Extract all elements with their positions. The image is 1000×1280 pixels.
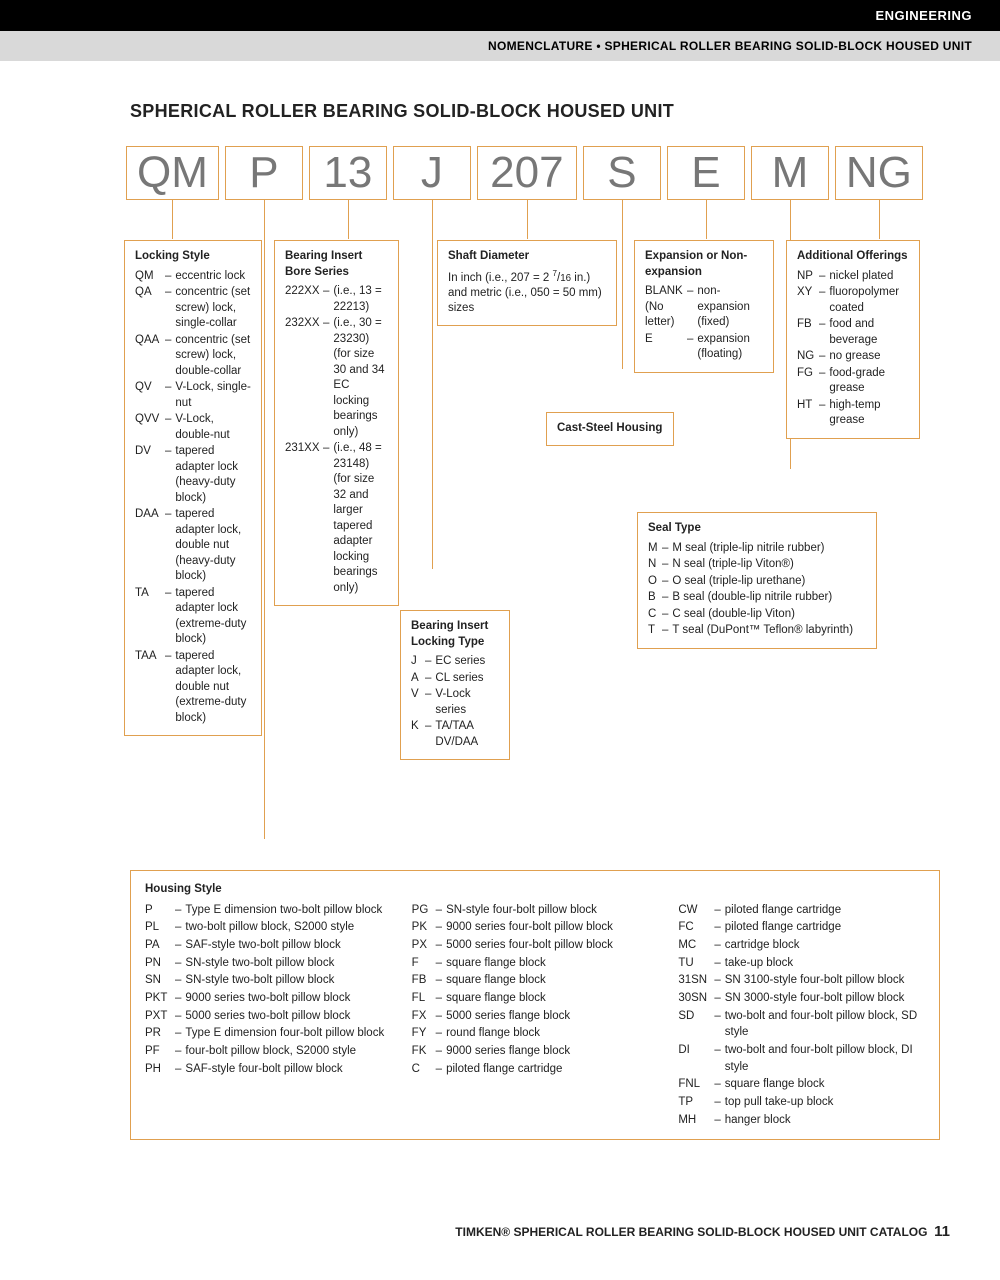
definition-row: FL–square flange block: [412, 990, 659, 1007]
definition-row: QVV–V-Lock, double-nut: [135, 412, 251, 443]
bore-series-box: Bearing Insert Bore Series 222XX–(i.e., …: [274, 240, 399, 606]
expansion-header: Expansion or Non-expansion: [645, 249, 763, 280]
engineering-label: ENGINEERING: [875, 8, 972, 23]
code-s: S: [583, 146, 661, 200]
code-m: M: [751, 146, 829, 200]
definition-row: FB–food and beverage: [797, 317, 909, 348]
definition-row: DAA–tapered adapter lock, double nut (he…: [135, 507, 251, 585]
locking-type-header: Bearing Insert Locking Type: [411, 619, 499, 650]
definition-row: TA–tapered adapter lock (extreme-duty bl…: [135, 586, 251, 648]
definition-area: Locking Style QM–eccentric lockQA–concen…: [130, 240, 940, 860]
locking-style-box: Locking Style QM–eccentric lockQA–concen…: [124, 240, 262, 736]
code-13: 13: [309, 146, 387, 200]
footer-text: TIMKEN® SPHERICAL ROLLER BEARING SOLID-B…: [455, 1225, 927, 1239]
definition-row: PX–5000 series four-bolt pillow block: [412, 937, 659, 954]
definition-row: MC–cartridge block: [678, 937, 925, 954]
definition-row: FG–food-grade grease: [797, 366, 909, 397]
definition-row: C–piloted flange cartridge: [412, 1061, 659, 1078]
definition-row: TP–top pull take-up block: [678, 1094, 925, 1111]
definition-row: P–Type E dimension two-bolt pillow block: [145, 902, 392, 919]
definition-row: V–V-Lock series: [411, 687, 499, 718]
definition-row: DV–tapered adapter lock (heavy-duty bloc…: [135, 444, 251, 506]
housing-style-box: Housing Style P–Type E dimension two-bol…: [130, 870, 940, 1140]
page-number: 11: [934, 1223, 950, 1240]
code-ng: NG: [835, 146, 923, 200]
header-black-bar: ENGINEERING: [0, 0, 1000, 31]
definition-row: PXT–5000 series two-bolt pillow block: [145, 1008, 392, 1025]
definition-row: FK–9000 series flange block: [412, 1043, 659, 1060]
definition-row: FB–square flange block: [412, 972, 659, 989]
definition-row: 30SN–SN 3000-style four-bolt pillow bloc…: [678, 990, 925, 1007]
definition-row: J–EC series: [411, 654, 499, 670]
definition-row: DI–two-bolt and four-bolt pillow block, …: [678, 1042, 925, 1075]
shaft-header: Shaft Diameter: [448, 249, 606, 265]
definition-row: PL–two-bolt pillow block, S2000 style: [145, 919, 392, 936]
definition-row: PG–SN-style four-bolt pillow block: [412, 902, 659, 919]
definition-row: PN–SN-style two-bolt pillow block: [145, 955, 392, 972]
shaft-text: In inch (i.e., 207 = 2 7/16 in.) and met…: [448, 269, 606, 317]
definition-row: TAA–tapered adapter lock, double nut (ex…: [135, 649, 251, 727]
definition-row: TU–take-up block: [678, 955, 925, 972]
definition-row: PKT–9000 series two-bolt pillow block: [145, 990, 392, 1007]
breadcrumb: NOMENCLATURE • SPHERICAL ROLLER BEARING …: [488, 39, 972, 53]
definition-row: FY–round flange block: [412, 1025, 659, 1042]
code-qm: QM: [126, 146, 219, 200]
code-j: J: [393, 146, 471, 200]
definition-row: MH–hanger block: [678, 1112, 925, 1129]
definition-row: O–O seal (triple-lip urethane): [648, 574, 866, 590]
definition-row: 232XX–(i.e., 30 = 23230) (for size 30 an…: [285, 316, 388, 440]
definition-row: CW–piloted flange cartridge: [678, 902, 925, 919]
definition-row: NG–no grease: [797, 349, 909, 365]
definition-row: 231XX–(i.e., 48 = 23148) (for size 32 an…: [285, 441, 388, 596]
code-e: E: [667, 146, 745, 200]
definition-row: XY–fluoropolymer coated: [797, 285, 909, 316]
definition-row: FX–5000 series flange block: [412, 1008, 659, 1025]
definition-row: QA–concentric (set screw) lock, single-c…: [135, 285, 251, 332]
definition-row: SN–SN-style two-bolt pillow block: [145, 972, 392, 989]
definition-row: F–square flange block: [412, 955, 659, 972]
bore-series-header: Bearing Insert Bore Series: [285, 249, 388, 280]
definition-row: 31SN–SN 3100-style four-bolt pillow bloc…: [678, 972, 925, 989]
locking-type-box: Bearing Insert Locking Type J–EC seriesA…: [400, 610, 510, 760]
definition-row: PH–SAF-style four-bolt pillow block: [145, 1061, 392, 1078]
code-207: 207: [477, 146, 577, 200]
definition-row: T–T seal (DuPont™ Teflon® labyrinth): [648, 623, 866, 639]
expansion-box: Expansion or Non-expansion BLANK(Nolette…: [634, 240, 774, 373]
seal-header: Seal Type: [648, 521, 866, 537]
housing-header: Housing Style: [145, 881, 925, 898]
shaft-diameter-box: Shaft Diameter In inch (i.e., 207 = 2 7/…: [437, 240, 617, 326]
locking-style-header: Locking Style: [135, 249, 251, 265]
seal-type-box: Seal Type M–M seal (triple-lip nitrile r…: [637, 512, 877, 649]
definition-row: FC–piloted flange cartridge: [678, 919, 925, 936]
page-title: SPHERICAL ROLLER BEARING SOLID-BLOCK HOU…: [130, 101, 940, 122]
definition-row: 222XX–(i.e., 13 = 22213): [285, 284, 388, 315]
code-p: P: [225, 146, 303, 200]
additional-box: Additional Offerings NP–nickel platedXY–…: [786, 240, 920, 439]
definition-row: QM–eccentric lock: [135, 269, 251, 285]
definition-row: SD–two-bolt and four-bolt pillow block, …: [678, 1008, 925, 1041]
definition-row: B–B seal (double-lip nitrile rubber): [648, 590, 866, 606]
definition-row: QV–V-Lock, single-nut: [135, 380, 251, 411]
definition-row: QAA–concentric (set screw) lock, double-…: [135, 333, 251, 380]
main-content: SPHERICAL ROLLER BEARING SOLID-BLOCK HOU…: [0, 61, 1000, 1140]
definition-row: FNL–square flange block: [678, 1076, 925, 1093]
definition-row: K–TA/TAA DV/DAA: [411, 719, 499, 750]
definition-row: PA–SAF-style two-bolt pillow block: [145, 937, 392, 954]
definition-row: HT–high-temp grease: [797, 398, 909, 429]
definition-row: PK–9000 series four-bolt pillow block: [412, 919, 659, 936]
definition-row: NP–nickel plated: [797, 269, 909, 285]
page-footer: TIMKEN® SPHERICAL ROLLER BEARING SOLID-B…: [455, 1223, 950, 1240]
definition-row: M–M seal (triple-lip nitrile rubber): [648, 541, 866, 557]
definition-row: C–C seal (double-lip Viton): [648, 607, 866, 623]
definition-row: PR–Type E dimension four-bolt pillow blo…: [145, 1025, 392, 1042]
nomenclature-codes: QM P 13 J 207 S E M NG: [126, 146, 940, 200]
definition-row: A–CL series: [411, 671, 499, 687]
definition-row: N–N seal (triple-lip Viton®): [648, 557, 866, 573]
cast-steel-box: Cast-Steel Housing: [546, 412, 674, 446]
definition-row: PF–four-bolt pillow block, S2000 style: [145, 1043, 392, 1060]
cast-steel-label: Cast-Steel Housing: [557, 422, 662, 434]
header-gray-bar: NOMENCLATURE • SPHERICAL ROLLER BEARING …: [0, 31, 1000, 61]
additional-header: Additional Offerings: [797, 249, 909, 265]
